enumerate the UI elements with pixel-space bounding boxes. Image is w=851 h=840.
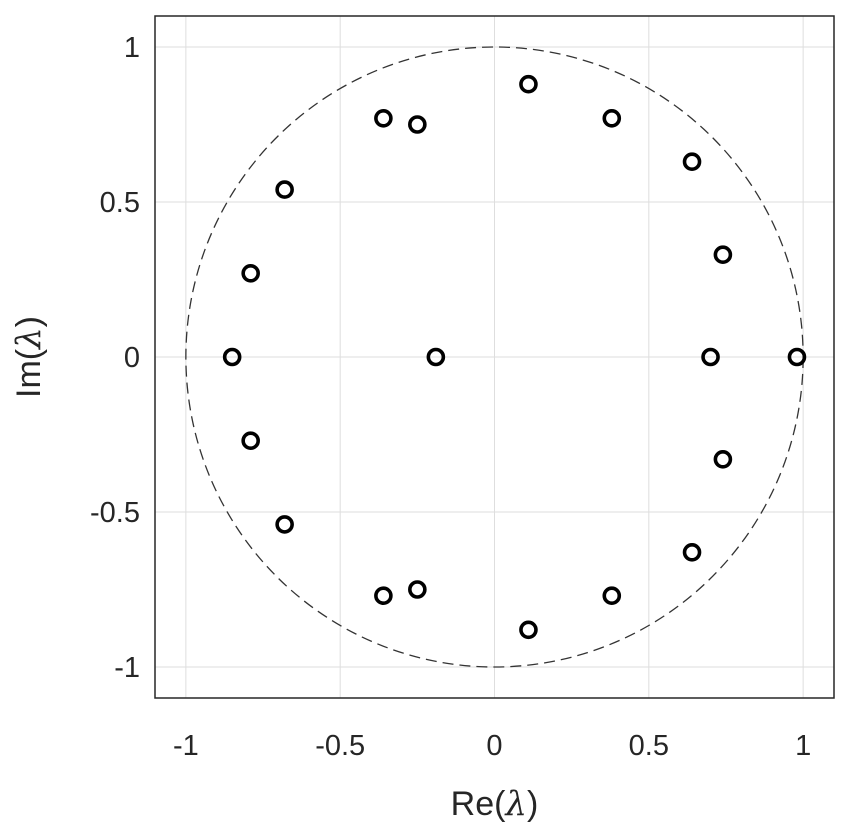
data-point bbox=[713, 245, 733, 264]
data-point bbox=[713, 449, 733, 469]
y-axis-label: Im(λ) bbox=[9, 316, 49, 398]
x-tick-label: 0 bbox=[486, 730, 502, 762]
data-point bbox=[682, 152, 702, 171]
data-point bbox=[374, 586, 393, 606]
data-point bbox=[275, 515, 294, 534]
data-point bbox=[275, 180, 294, 199]
x-tick-label: -1 bbox=[173, 730, 199, 762]
y-tick-label: -1 bbox=[114, 652, 140, 684]
x-tick-label: 1 bbox=[795, 730, 811, 762]
data-point bbox=[682, 542, 702, 562]
data-point bbox=[602, 586, 622, 606]
data-point bbox=[519, 620, 538, 640]
x-axis-label: Re(λ) bbox=[451, 784, 539, 824]
x-tick-label: 0.5 bbox=[629, 730, 669, 762]
data-point bbox=[241, 263, 260, 283]
y-tick-label: 0 bbox=[124, 342, 140, 374]
plot-area-frame bbox=[154, 15, 835, 699]
data-points bbox=[222, 74, 807, 640]
data-point bbox=[374, 109, 393, 128]
data-point bbox=[426, 347, 446, 367]
data-point bbox=[408, 580, 427, 599]
y-tick-labels: -1 -0.5 0 0.5 1 bbox=[90, 32, 140, 684]
y-tick-label: -0.5 bbox=[90, 497, 140, 529]
grid bbox=[155, 16, 834, 698]
x-tick-labels: -1 -0.5 0 0.5 1 bbox=[173, 730, 811, 762]
data-point bbox=[602, 109, 622, 128]
data-point bbox=[241, 431, 260, 451]
data-point bbox=[222, 347, 242, 367]
data-point bbox=[787, 347, 807, 367]
data-point bbox=[519, 74, 538, 94]
x-tick-label: -0.5 bbox=[315, 730, 365, 762]
y-tick-label: 0.5 bbox=[100, 187, 140, 219]
data-point bbox=[408, 115, 427, 134]
y-tick-label: 1 bbox=[124, 32, 140, 64]
data-point bbox=[701, 347, 720, 367]
